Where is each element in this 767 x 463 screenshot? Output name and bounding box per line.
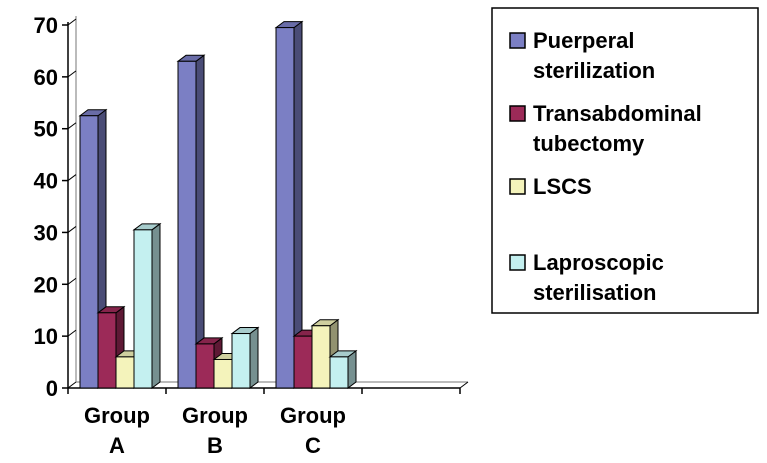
y-tick-depth [67, 226, 77, 233]
legend-item-laproscopic-sterilisation: Laproscopic sterilisation [509, 250, 664, 305]
legend: Puerperal sterilization Transabdominal tube… [491, 7, 759, 314]
x-tick-label-group-b: Group B [182, 403, 248, 458]
legend-item-lscs: LSCS [509, 174, 592, 199]
legend-label: Transabdominal tubectomy [533, 101, 702, 156]
legend-item-puerperal-sterilization: Puerperal sterilization [509, 28, 655, 83]
bar-front-face [115, 356, 135, 389]
bar-side-face [151, 222, 161, 389]
bar-side-face [195, 54, 205, 389]
y-tick-depth [67, 381, 77, 389]
tick-labels: 0 10 20 30 40 50 60 70 Group A Group B Group C [34, 13, 346, 458]
y-tick-depth [67, 174, 77, 181]
y-tick-label: 40 [34, 169, 58, 194]
bar-puerperal-sterilization-group-c [274, 20, 304, 389]
legend-item-transabdominal-tubectomy: Transabdominal tubectomy [509, 101, 702, 156]
y-tick-label: 50 [34, 117, 58, 142]
bar-front-face [329, 356, 349, 389]
y-tick-depth [67, 18, 77, 26]
bar-front-face [231, 333, 251, 389]
bar-front-face [213, 358, 233, 389]
legend-swatch [509, 254, 526, 271]
bar-puerperal-sterilization-group-b [176, 54, 206, 389]
legend-label: LSCS [533, 174, 592, 199]
legend-swatch [509, 32, 526, 49]
legend-label: Laproscopic sterilisation [533, 250, 664, 305]
bar-side-face [249, 326, 259, 389]
y-tick-label: 0 [46, 376, 58, 401]
y-tick-depth [67, 70, 77, 78]
y-tick-label: 60 [34, 65, 58, 90]
legend-label: Puerperal sterilization [533, 28, 655, 83]
floor-edge-line [459, 381, 469, 389]
bar-front-face [293, 335, 313, 389]
bars [78, 20, 358, 389]
bar-front-face [133, 229, 153, 389]
y-tick-label: 70 [34, 13, 58, 38]
y-tick-depth [67, 122, 77, 130]
y-tick-depth [67, 329, 77, 337]
bar-transabdominal-tubectomy-group-a [96, 305, 126, 389]
y-tick-label: 20 [34, 272, 58, 297]
bar-laproscopic-sterilisation-group-b [230, 326, 260, 389]
bar-front-face [177, 60, 197, 389]
x-tick-label-group-c: Group C [280, 403, 346, 458]
bar-front-face [275, 27, 295, 389]
y-tick-label: 30 [34, 220, 58, 245]
bar-laproscopic-sterilisation-group-c [328, 349, 358, 389]
y-tick-label: 10 [34, 324, 58, 349]
bar-front-face [195, 343, 215, 389]
bar-laproscopic-sterilisation-group-a [132, 222, 162, 389]
legend-swatch [509, 178, 526, 195]
y-tick-depth [67, 277, 77, 285]
bar-front-face [97, 312, 117, 389]
x-tick-label-group-a: Group A [84, 403, 150, 458]
bar-front-face [79, 115, 99, 389]
legend-box [491, 7, 759, 314]
legend-swatch [509, 105, 526, 122]
bar-front-face [311, 325, 331, 389]
